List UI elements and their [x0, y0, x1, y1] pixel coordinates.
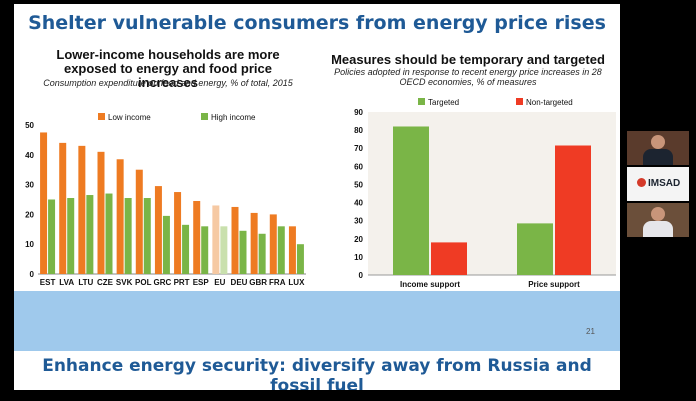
bar-low-income — [40, 132, 48, 274]
bar-low-income — [212, 205, 220, 274]
page-number: 21 — [586, 327, 595, 336]
x-tick-label: EU — [214, 278, 225, 287]
bar-high-income — [86, 195, 94, 274]
speaker-body — [643, 149, 673, 165]
legend-swatch-high-income — [201, 113, 208, 120]
bar-non-targeted — [555, 145, 591, 275]
x-tick-label: EST — [40, 278, 56, 287]
bar-targeted — [517, 223, 553, 275]
y-tick-label: 50 — [25, 121, 34, 130]
right-chart-subtitle: Policies adopted in response to recent e… — [334, 67, 602, 87]
video-tile-participant[interactable] — [627, 203, 689, 237]
y-tick-label: 70 — [354, 144, 363, 153]
bar-low-income — [116, 159, 124, 274]
legend-swatch-low-income — [98, 113, 105, 120]
legend-label-high-income: High income — [211, 113, 256, 122]
bar-high-income — [220, 226, 228, 274]
x-tick-label: PRT — [174, 278, 190, 287]
right-chart-title: Measures should be temporary and targete… — [331, 52, 605, 67]
y-tick-label: 0 — [359, 271, 364, 280]
bar-low-income — [97, 151, 105, 274]
slide-title: Shelter vulnerable consumers from energy… — [28, 12, 606, 34]
y-tick-label: 40 — [354, 199, 363, 208]
y-tick-label: 10 — [354, 253, 363, 262]
x-tick-label: GBR — [249, 278, 267, 287]
x-tick-label: FRA — [269, 278, 286, 287]
y-tick-label: 30 — [354, 217, 363, 226]
y-tick-label: 50 — [354, 180, 363, 189]
x-tick-label: SVK — [116, 278, 133, 287]
x-tick-label: CZE — [97, 278, 114, 287]
left-chart-subtitle: Consumption expenditure on food and ener… — [43, 78, 293, 88]
participant-body — [643, 221, 673, 237]
imsad-logo: IMSAD — [637, 178, 680, 189]
bar-high-income — [296, 244, 304, 274]
bar-high-income — [67, 198, 75, 274]
y-tick-label: 90 — [354, 108, 363, 117]
x-tick-label: LVA — [59, 278, 74, 287]
bar-high-income — [143, 198, 151, 274]
bar-high-income — [105, 193, 113, 274]
bar-low-income — [154, 186, 162, 274]
bar-high-income — [162, 215, 170, 274]
video-tile-logo[interactable]: IMSAD — [627, 167, 689, 201]
x-tick-label: GRC — [154, 278, 172, 287]
legend-label-low-income: Low income — [108, 113, 151, 122]
x-tick-label: ESP — [193, 278, 210, 287]
bar-low-income — [78, 145, 86, 274]
x-tick-label: Price support — [528, 280, 580, 289]
x-tick-label: Income support — [400, 280, 460, 289]
speaker-avatar — [651, 135, 665, 149]
bar-targeted — [393, 126, 429, 275]
bar-low-income — [269, 214, 277, 274]
y-tick-label: 30 — [25, 181, 34, 190]
y-tick-label: 0 — [30, 270, 35, 279]
bar-high-income — [201, 226, 209, 274]
bar-low-income — [231, 206, 239, 274]
bar-high-income — [239, 230, 247, 274]
bar-low-income — [59, 142, 67, 274]
bar-high-income — [182, 224, 190, 274]
bar-non-targeted — [431, 242, 467, 275]
x-tick-label: LTU — [78, 278, 93, 287]
bottom-title: Enhance energy security: diversify away … — [42, 356, 592, 390]
bar-high-income — [258, 233, 266, 274]
y-tick-label: 60 — [354, 162, 363, 171]
bar-low-income — [250, 212, 258, 274]
x-tick-label: DEU — [231, 278, 248, 287]
bar-low-income — [174, 192, 182, 274]
slide: Shelter vulnerable consumers from energy… — [14, 4, 620, 390]
y-tick-label: 20 — [25, 210, 34, 219]
y-tick-label: 80 — [354, 126, 363, 135]
bar-low-income — [193, 200, 201, 274]
legend-swatch-non-targeted — [516, 98, 523, 105]
participant-avatar — [651, 207, 665, 221]
right-bar-chart: 0 10 20 30 40 50 60 70 80 90 Income support Price s… — [354, 98, 616, 289]
slide-blue-band — [14, 291, 620, 351]
legend-label-targeted: Targeted — [428, 98, 459, 107]
bar-low-income — [288, 226, 296, 274]
bar-high-income — [124, 198, 132, 274]
left-chart-title: Lower-income households are more exposed… — [56, 47, 280, 90]
video-tile-speaker[interactable] — [627, 131, 689, 165]
x-tick-label: LUX — [288, 278, 305, 287]
y-tick-label: 10 — [25, 240, 34, 249]
bar-high-income — [277, 226, 285, 274]
bar-high-income — [48, 199, 56, 274]
left-bar-chart: 0 10 20 30 40 50 EST LVA LTU CZE SVK POL GRC PRT ESP EU… — [25, 113, 306, 287]
y-tick-label: 20 — [354, 235, 363, 244]
x-tick-label: POL — [135, 278, 152, 287]
legend-swatch-targeted — [418, 98, 425, 105]
bar-low-income — [135, 169, 143, 274]
legend-label-non-targeted: Non-targeted — [526, 98, 573, 107]
y-tick-label: 40 — [25, 151, 34, 160]
